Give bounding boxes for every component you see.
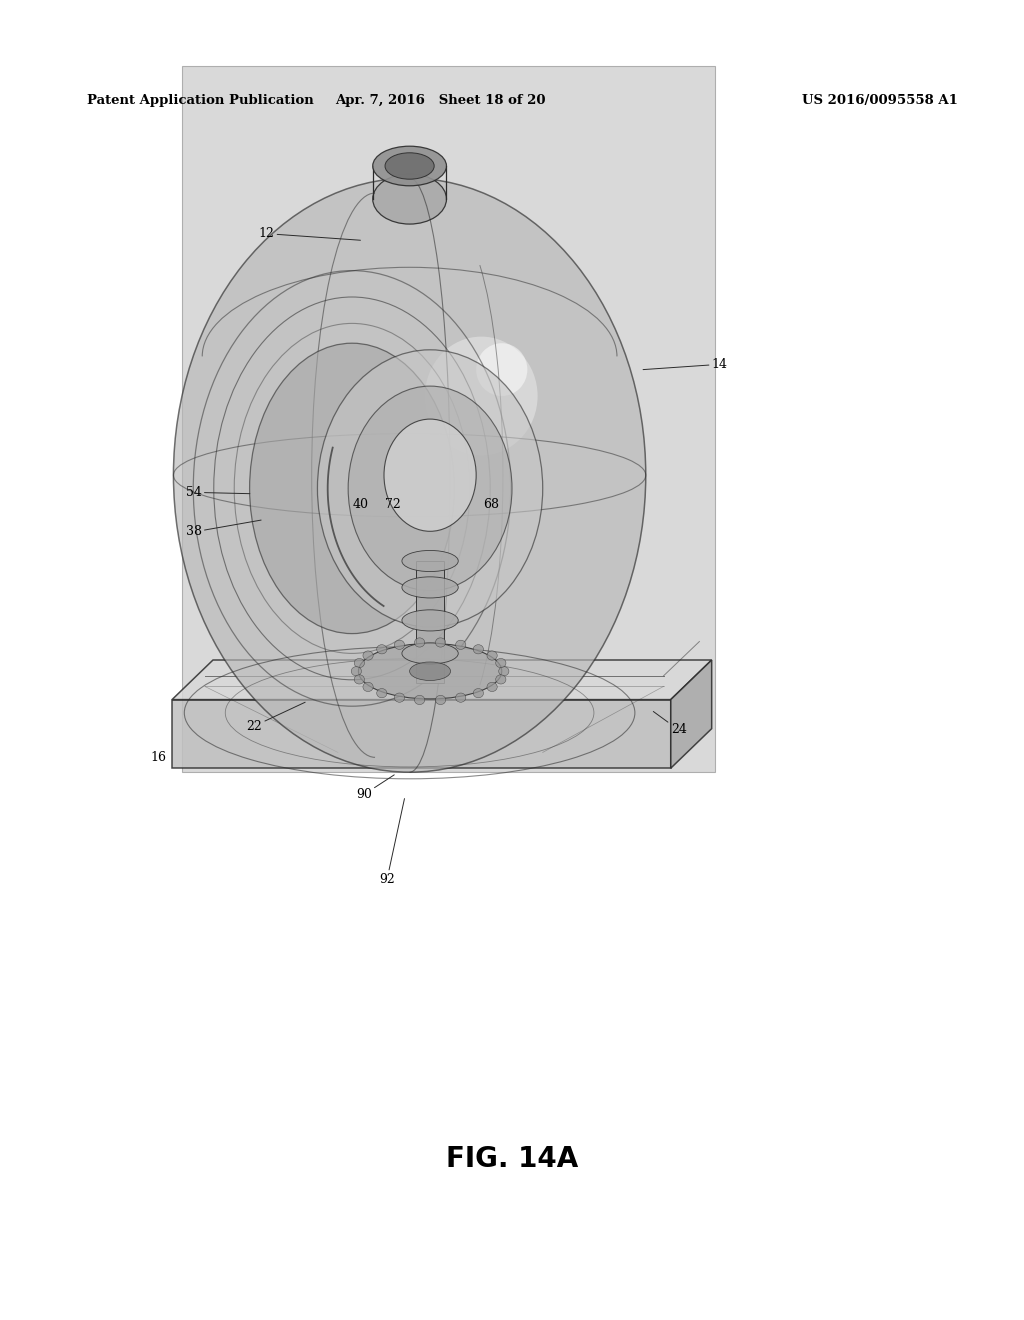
- Text: 14: 14: [643, 358, 728, 371]
- Ellipse shape: [410, 663, 451, 681]
- Ellipse shape: [394, 693, 404, 702]
- Polygon shape: [172, 660, 712, 700]
- Text: 54: 54: [185, 486, 250, 499]
- Ellipse shape: [373, 174, 446, 224]
- Text: 16: 16: [151, 751, 167, 764]
- Text: 22: 22: [247, 702, 305, 733]
- Ellipse shape: [425, 337, 538, 455]
- Ellipse shape: [173, 178, 646, 772]
- Ellipse shape: [362, 651, 373, 660]
- Ellipse shape: [496, 659, 506, 668]
- Ellipse shape: [362, 682, 373, 692]
- Ellipse shape: [250, 343, 455, 634]
- Ellipse shape: [499, 667, 509, 676]
- Ellipse shape: [476, 343, 527, 396]
- Ellipse shape: [394, 640, 404, 649]
- Ellipse shape: [401, 577, 459, 598]
- Ellipse shape: [456, 693, 466, 702]
- Text: 38: 38: [185, 520, 261, 539]
- Text: 24: 24: [653, 711, 687, 737]
- Ellipse shape: [384, 418, 476, 532]
- Ellipse shape: [385, 153, 434, 180]
- Polygon shape: [671, 660, 712, 768]
- Ellipse shape: [487, 682, 498, 692]
- Ellipse shape: [401, 550, 459, 572]
- Ellipse shape: [377, 689, 387, 698]
- FancyBboxPatch shape: [182, 66, 715, 772]
- Text: FIG. 14A: FIG. 14A: [445, 1144, 579, 1173]
- Ellipse shape: [401, 610, 459, 631]
- Ellipse shape: [377, 644, 387, 653]
- Ellipse shape: [435, 696, 445, 705]
- Ellipse shape: [351, 667, 361, 676]
- Ellipse shape: [435, 638, 445, 647]
- Polygon shape: [172, 700, 671, 768]
- Text: 90: 90: [355, 775, 394, 801]
- Ellipse shape: [487, 651, 498, 660]
- Text: 72: 72: [385, 498, 401, 511]
- Ellipse shape: [415, 696, 425, 705]
- Ellipse shape: [456, 640, 466, 649]
- Ellipse shape: [358, 644, 502, 700]
- Polygon shape: [416, 561, 444, 682]
- Ellipse shape: [348, 385, 512, 590]
- Text: 40: 40: [352, 498, 369, 511]
- Text: US 2016/0095558 A1: US 2016/0095558 A1: [802, 94, 957, 107]
- Ellipse shape: [317, 350, 543, 627]
- Ellipse shape: [401, 643, 459, 664]
- Ellipse shape: [473, 644, 483, 653]
- Text: 12: 12: [258, 227, 360, 240]
- Text: Patent Application Publication: Patent Application Publication: [87, 94, 313, 107]
- Text: 92: 92: [379, 799, 404, 886]
- Ellipse shape: [373, 147, 446, 186]
- Ellipse shape: [473, 689, 483, 698]
- Ellipse shape: [415, 638, 425, 647]
- Text: 68: 68: [483, 498, 500, 511]
- Text: Apr. 7, 2016   Sheet 18 of 20: Apr. 7, 2016 Sheet 18 of 20: [335, 94, 546, 107]
- Ellipse shape: [354, 659, 365, 668]
- Ellipse shape: [354, 675, 365, 684]
- Ellipse shape: [496, 675, 506, 684]
